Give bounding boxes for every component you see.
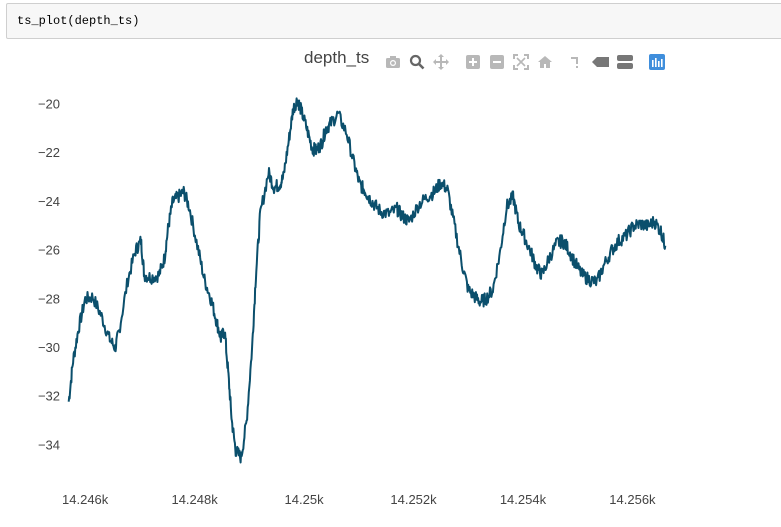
- code-text: ts_plot(depth_ts): [17, 14, 140, 28]
- series-line[interactable]: [67, 97, 667, 464]
- y-tick-label: −24: [38, 194, 60, 209]
- home-icon[interactable]: [536, 52, 554, 72]
- x-tick-label: 14.25k: [285, 492, 325, 507]
- y-tick-label: −34: [38, 437, 60, 452]
- x-axis: 14.246k 14.248k 14.25k 14.252k 14.254k 14.256…: [62, 492, 656, 507]
- code-cell[interactable]: ts_plot(depth_ts): [6, 3, 781, 39]
- pan-icon[interactable]: [432, 52, 450, 72]
- camera-icon[interactable]: [384, 52, 402, 72]
- hover-compare-icon[interactable]: [616, 52, 634, 72]
- x-tick-label: 14.246k: [62, 492, 109, 507]
- y-tick-label: −32: [38, 389, 60, 404]
- y-tick-label: −30: [38, 340, 60, 355]
- y-tick-label: −22: [38, 145, 60, 160]
- x-tick-label: 14.256k: [609, 492, 656, 507]
- y-tick-label: −28: [38, 291, 60, 306]
- plot-modebar: [384, 52, 672, 72]
- x-tick-label: 14.248k: [171, 492, 218, 507]
- x-tick-label: 14.252k: [390, 492, 437, 507]
- y-axis: −20 −22 −24 −26 −28 −30 −32 −34: [38, 96, 60, 452]
- y-tick-label: −26: [38, 243, 60, 258]
- autoscale-icon[interactable]: [512, 52, 530, 72]
- zoom-in-icon[interactable]: [464, 52, 482, 72]
- series-layer: [67, 97, 667, 464]
- plot-title: depth_ts: [304, 48, 370, 67]
- x-tick-label: 14.254k: [500, 492, 547, 507]
- zoom-out-icon[interactable]: [488, 52, 506, 72]
- y-tick-label: −20: [38, 96, 60, 111]
- hover-closest-icon[interactable]: [592, 52, 610, 72]
- plotly-logo-icon[interactable]: [648, 52, 666, 72]
- spike-lines-icon[interactable]: [568, 52, 586, 72]
- zoom-icon[interactable]: [408, 52, 426, 72]
